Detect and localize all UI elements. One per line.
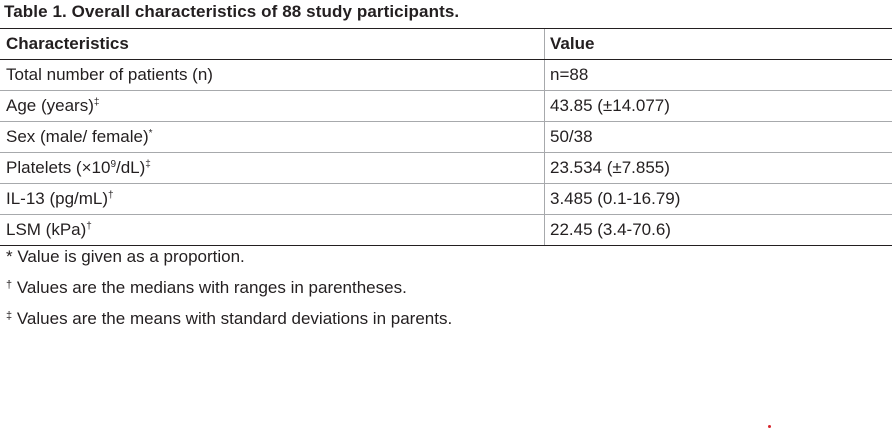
decorative-dot [768,425,771,428]
exponent: 9 [110,159,116,170]
footnote-mark: † [86,221,92,232]
table-row: Total number of patients (n) n=88 [0,59,892,91]
row-label: IL-13 (pg/mL)† [0,183,545,215]
row-label-text: LSM (kPa) [6,220,87,239]
table-row: LSM (kPa)† 22.45 (3.4-70.6) [0,214,892,246]
footnote: ‡ Values are the means with standard dev… [6,306,452,337]
row-label: Total number of patients (n) [0,59,545,91]
footnote-text: Value is given as a proportion. [12,247,245,266]
row-label: Platelets (×109/dL)‡ [0,152,545,184]
footnote-symbol: ‡ [6,310,13,322]
table-row: IL-13 (pg/mL)† 3.485 (0.1-16.79) [0,183,892,215]
row-label: LSM (kPa)† [0,214,545,246]
row-value: n=88 [544,59,892,91]
table-row: Age (years)‡ 43.85 (±14.077) [0,90,892,122]
table-caption: Table 1. Overall characteristics of 88 s… [4,2,460,21]
characteristics-table: Characteristics Value Total number of pa… [0,28,892,246]
table-row: Sex (male/ female)* 50/38 [0,121,892,153]
row-label-text: Age (years) [6,96,94,115]
table-row: Platelets (×109/dL)‡ 23.534 (±7.855) [0,152,892,184]
row-value: 50/38 [544,121,892,153]
footnote-symbol: † [6,279,13,291]
row-label-text: Platelets (×10 [6,158,111,177]
row-label: Sex (male/ female)* [0,121,545,153]
row-value: 43.85 (±14.077) [544,90,892,122]
header-characteristics: Characteristics [0,28,545,60]
row-value: 22.45 (3.4-70.6) [544,214,892,246]
footnote-mark: ‡ [93,97,100,108]
footnote-symbol: * [6,247,13,266]
footnote: * Value is given as a proportion. [6,244,452,275]
row-label-text: Total number of patients (n) [6,65,213,84]
row-value: 3.485 (0.1-16.79) [544,183,892,215]
footnote-text: Values are the medians with ranges in pa… [12,278,407,297]
row-label-text: Sex (male/ female) [6,127,149,146]
row-label: Age (years)‡ [0,90,545,122]
row-value: 23.534 (±7.855) [544,152,892,184]
footnote-mark: ‡ [145,159,151,170]
footnote-text: Values are the means with standard devia… [12,309,453,328]
row-label-text-after: /dL) [116,158,146,177]
footnote: † Values are the medians with ranges in … [6,275,452,306]
header-value: Value [544,28,892,60]
row-label-text: IL-13 (pg/mL) [6,189,109,208]
table-header-row: Characteristics Value [0,28,892,60]
footnote-mark: * [148,128,153,139]
footnote-mark: † [108,190,114,201]
footnotes: * Value is given as a proportion. † Valu… [6,244,452,337]
